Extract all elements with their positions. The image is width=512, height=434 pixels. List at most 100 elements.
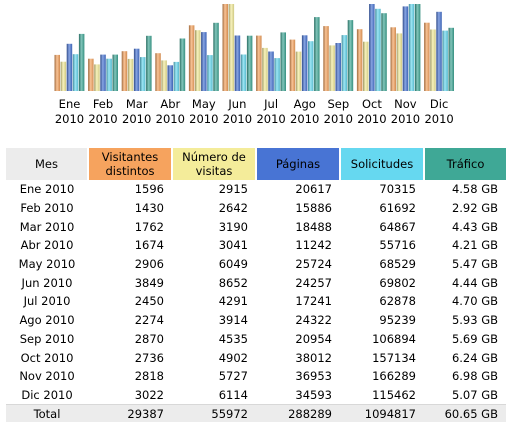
- bar-solicitudes: [106, 58, 112, 91]
- x-tick-year: 2010: [223, 112, 252, 126]
- bar-paginas: [335, 43, 341, 91]
- cell-mes: Nov 2010: [19, 369, 75, 384]
- bar-visitantes: [323, 26, 329, 92]
- bar-visitantes: [188, 25, 195, 91]
- cell-visitantes: 2736: [134, 350, 164, 365]
- bar-visitas: [363, 41, 369, 91]
- table-row: May 2010 2906 6049 25724 68529 5.47 GB: [6, 255, 506, 274]
- bar-solicitudes: [442, 30, 448, 92]
- cell-visitas: 6114: [218, 387, 248, 402]
- cell-mes: Oct 2010: [20, 350, 74, 365]
- header-visitas: Número de visitas: [172, 148, 257, 180]
- bar-solicitudes: [308, 41, 314, 91]
- table-row: Feb 2010 1430 2642 15886 61692 2.92 GB: [6, 199, 506, 218]
- x-tick-month: Ago: [294, 97, 316, 111]
- cell-solicitudes: 68529: [379, 257, 416, 272]
- total-paginas: 288289: [256, 404, 340, 423]
- cell-paginas: 15886: [295, 201, 332, 216]
- header-visitas-line2: visitas: [195, 164, 233, 178]
- bar-paginas: [133, 48, 140, 91]
- bar-paginas: [402, 6, 409, 91]
- cell-solicitudes: 166289: [372, 369, 416, 384]
- header-visitantes-line2: distintos: [105, 164, 155, 178]
- cell-visitas: 4902: [218, 350, 248, 365]
- bar-visitas: [195, 30, 201, 91]
- cell-solicitudes: 70315: [379, 182, 416, 197]
- cell-trafico: 4.58 GB: [451, 182, 498, 197]
- bar-visitas: [161, 60, 167, 91]
- bar-trafico: [78, 33, 85, 91]
- bar-solicitudes: [72, 54, 79, 91]
- bar-trafico: [347, 20, 354, 92]
- table-row: Abr 2010 1674 3041 11242 55716 4.21 GB: [6, 236, 506, 255]
- table-row: Jul 2010 2450 4291 17241 62878 4.70 GB: [6, 292, 506, 311]
- total-trafico: 60.65 GB: [424, 404, 506, 423]
- monthly-stats-bar-chart: Ene2010Feb2010Mar2010Abr2010May2010Jun20…: [54, 4, 454, 126]
- cell-mes: Abr 2010: [20, 238, 74, 253]
- bar-visitantes: [54, 54, 60, 91]
- cell-visitantes: 2274: [134, 313, 164, 328]
- bar-trafico: [448, 27, 454, 91]
- bar-visitas: [228, 4, 235, 91]
- bar-trafico: [146, 35, 152, 91]
- cell-paginas: 20617: [295, 182, 332, 197]
- table-row: Ene 2010 1596 2915 20617 70315 4.58 GB: [6, 180, 506, 199]
- cell-mes: Ene 2010: [19, 182, 75, 197]
- cell-visitas: 2915: [218, 182, 248, 197]
- cell-paginas: 38012: [295, 350, 332, 365]
- cell-solicitudes: 69802: [379, 275, 416, 290]
- cell-solicitudes: 157134: [372, 350, 416, 365]
- cell-solicitudes: 62878: [379, 294, 416, 309]
- x-tick-year: 2010: [290, 112, 319, 126]
- x-tick-month: Mar: [126, 97, 148, 111]
- bar-visitantes: [356, 29, 363, 91]
- bar-trafico: [314, 17, 320, 92]
- bar-paginas: [234, 35, 241, 91]
- x-tick-year: 2010: [55, 112, 84, 126]
- cell-visitantes: 3022: [134, 387, 164, 402]
- cell-visitantes: 2870: [134, 331, 164, 346]
- cell-visitas: 8652: [218, 275, 248, 290]
- cell-mes: Feb 2010: [20, 201, 74, 216]
- cell-paginas: 34593: [295, 387, 332, 402]
- cell-mes: Mar 2010: [19, 219, 75, 234]
- cell-solicitudes: 115462: [372, 387, 416, 402]
- x-tick-month: Jun: [227, 97, 246, 111]
- cell-visitantes: 2906: [134, 257, 164, 272]
- bar-visitas: [329, 45, 335, 91]
- cell-mes: Sep 2010: [19, 331, 75, 346]
- bar-visitantes: [155, 53, 161, 91]
- bar-paginas: [167, 65, 173, 91]
- cell-visitantes: 1674: [134, 238, 164, 253]
- x-tick-year: 2010: [256, 112, 285, 126]
- table-total-row: Total 29387 55972 288289 1094817 60.65 GB: [6, 404, 506, 423]
- cell-trafico: 6.24 GB: [451, 350, 498, 365]
- cell-paginas: 11242: [295, 238, 332, 253]
- bar-trafico: [213, 22, 219, 91]
- x-tick-year: 2010: [88, 112, 117, 126]
- x-tick-month: Sep: [327, 97, 349, 111]
- table-header-row: Mes Visitantes distintos Número de visit…: [6, 148, 506, 180]
- table-row: Jun 2010 3849 8652 24257 69802 4.44 GB: [6, 273, 506, 292]
- header-trafico: Tráfico: [424, 148, 506, 180]
- header-mes: Mes: [6, 148, 89, 180]
- bar-trafico: [246, 35, 253, 91]
- table-row: Mar 2010 1762 3190 18488 64867 4.43 GB: [6, 217, 506, 236]
- bar-solicitudes: [207, 55, 213, 91]
- cell-mes: May 2010: [18, 257, 76, 272]
- bar-solicitudes: [408, 4, 415, 91]
- bar-visitantes: [289, 39, 296, 91]
- cell-visitantes: 1762: [134, 219, 164, 234]
- bar-solicitudes: [140, 57, 146, 91]
- header-solicitudes: Solicitudes: [340, 148, 425, 180]
- bar-visitas: [430, 29, 436, 91]
- bar-paginas: [301, 35, 308, 91]
- cell-mes: Dic 2010: [21, 387, 73, 402]
- cell-trafico: 4.70 GB: [451, 294, 498, 309]
- bar-trafico: [381, 13, 387, 92]
- cell-trafico: 4.44 GB: [451, 275, 498, 290]
- bar-paginas: [201, 32, 207, 91]
- cell-mes: Ago 2010: [19, 313, 75, 328]
- total-visitas: 55972: [172, 404, 256, 423]
- cell-trafico: 5.93 GB: [451, 313, 498, 328]
